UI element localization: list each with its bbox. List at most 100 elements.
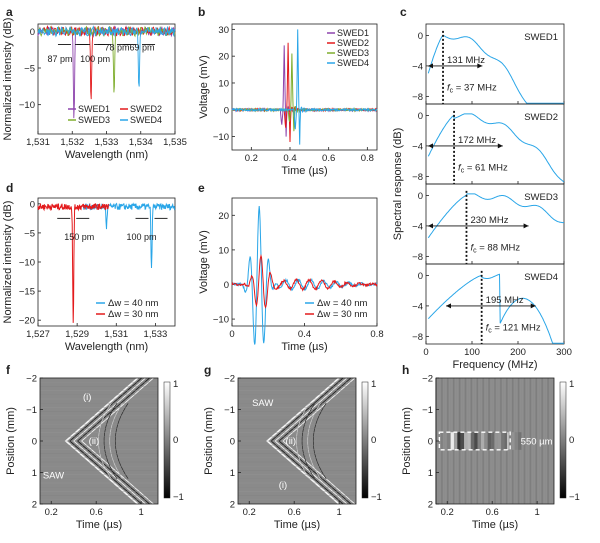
- subplot-title: SWED3: [524, 192, 558, 203]
- bandwidth-label: 195 MHz: [486, 295, 524, 306]
- y-tick-label: −15: [19, 287, 35, 298]
- colorbar-tick-label: 1: [173, 379, 178, 390]
- y-axis-label: Position (mm): [5, 407, 17, 475]
- heatmap-cell: [457, 432, 461, 450]
- center-frequency-label: fc = 121 MHz: [486, 322, 541, 334]
- y-tick-label: 0: [30, 199, 35, 210]
- fc-value: = 88 MHz: [477, 242, 521, 253]
- y-tick-label: −5: [24, 228, 35, 239]
- panel-label-e: e: [198, 181, 205, 195]
- x-tick-label: 0.8: [370, 329, 383, 340]
- y-tick-label: −2: [422, 374, 433, 385]
- heatmap-cell: [450, 432, 454, 450]
- x-tick-label: 0.2: [441, 507, 454, 518]
- y-tick-label: 10: [218, 245, 229, 256]
- x-axis-label: Time (µs): [274, 519, 320, 531]
- arrowhead: [428, 63, 433, 69]
- colorbar-tick-label: 0: [569, 435, 574, 446]
- bandwidth-label: 172 MHz: [458, 135, 496, 146]
- fc-subscript: c: [473, 247, 477, 254]
- panel-label-a: a: [6, 5, 13, 19]
- colorbar-tick-label: −1: [173, 492, 184, 503]
- fc-subscript: c: [450, 87, 454, 94]
- x-axis-label: Time (µs): [472, 519, 518, 531]
- series-line-SWED4: [37, 25, 176, 87]
- y-tick-label: 0: [428, 437, 433, 448]
- series-line-SWED2: [427, 113, 565, 183]
- bandwidth-label: 230 MHz: [470, 215, 508, 226]
- x-axis-label: Time (µs): [281, 341, 327, 353]
- series-line-SWED3: [427, 193, 564, 239]
- fc-subscript: c: [488, 327, 492, 334]
- heatmap-cell: [447, 432, 451, 450]
- fc-value: = 121 MHz: [492, 322, 541, 333]
- colorbar: [163, 381, 171, 499]
- colorbar-tick-label: 1: [569, 379, 574, 390]
- annotation-label: SAW: [43, 471, 64, 482]
- y-tick-label: −4: [412, 301, 423, 312]
- y-tick-label: 0: [224, 280, 229, 291]
- y-tick-label: −10: [213, 132, 229, 143]
- legend-label: SWED2: [130, 104, 162, 114]
- x-tick-label: 0.6: [288, 507, 301, 518]
- x-axis-label: Wavelength (nm): [65, 149, 148, 161]
- y-tick-label: 0: [418, 31, 423, 42]
- y-tick-label: 2: [32, 500, 37, 511]
- arrowhead: [530, 303, 536, 309]
- annotation-label: SAW: [252, 398, 273, 409]
- legend-label: SWED3: [78, 115, 110, 125]
- x-axis-label: Time (µs): [76, 519, 122, 531]
- y-axis-label: Position (mm): [203, 407, 215, 475]
- y-tick-label: −2: [26, 374, 37, 385]
- y-tick-label: −1: [26, 405, 37, 416]
- heatmap-cell: [487, 432, 492, 450]
- x-tick-label: 0.6: [322, 153, 335, 164]
- region-outline: [438, 431, 511, 451]
- arrowhead: [446, 303, 452, 309]
- x-tick-label: 0.4: [283, 153, 296, 164]
- legend-label: Δw = 40 nm: [108, 298, 159, 309]
- center-frequency-label: fc = 37 MHz: [447, 82, 497, 94]
- panel-label-h: h: [402, 363, 409, 377]
- heatmap-cell: [464, 432, 468, 450]
- x-tick-label: 1,531: [104, 329, 128, 340]
- series-line-SWED1: [427, 34, 564, 104]
- series-line-Δw = 30 nm: [231, 254, 378, 309]
- y-axis-label: Normalized intensity (dB): [2, 18, 14, 141]
- x-tick-label: 1,533: [144, 329, 168, 340]
- heatmap-cell: [467, 432, 471, 450]
- y-axis-label: Position (mm): [401, 407, 413, 475]
- y-tick-label: 1: [230, 468, 235, 479]
- panel-h: 550 µm 0.2 0.6 1 −2 −1 0 1 2 1 0 −1 Time (µs) Positio…: [401, 374, 580, 532]
- annotation-label: 78 pm: [105, 42, 130, 52]
- annotation-label: 69 pm: [130, 42, 155, 52]
- y-tick-label: 0: [418, 271, 423, 282]
- y-tick-label: 0: [30, 27, 35, 38]
- y-tick-label: 0: [230, 437, 235, 448]
- colorbar-tick-label: −1: [569, 492, 580, 503]
- y-axis-label: Spectral response (dB): [392, 128, 404, 241]
- legend-label: SWED4: [130, 115, 162, 125]
- y-tick-label: −4: [412, 221, 423, 232]
- axes-frame: [425, 263, 565, 345]
- panel-label-f: f: [6, 363, 11, 377]
- panel-g: 0.2 0.6 1 −2 −1 0 1 2 SAW (ii) (i) 1 0 −1 Time (µs) Pos…: [203, 374, 382, 532]
- x-tick-label: 1,533: [95, 137, 119, 148]
- panel-label-b: b: [198, 5, 205, 19]
- y-axis-label: Normalized intensity (dB): [2, 201, 14, 324]
- x-tick-label: 1,527: [26, 329, 50, 340]
- heatmap-cell: [504, 432, 508, 450]
- annotation-label: (i): [83, 392, 91, 403]
- y-tick-label: 1: [32, 468, 37, 479]
- fc-symbol: f: [458, 162, 462, 173]
- x-tick-label: 0.6: [90, 507, 103, 518]
- y-tick-label: −4: [412, 141, 423, 152]
- arrowhead: [477, 63, 483, 69]
- bandwidth-label: 131 MHz: [447, 55, 485, 66]
- heatmap-cell: [477, 432, 481, 450]
- series-line-Δw = 30 nm: [37, 202, 109, 323]
- axes-frame: [231, 23, 378, 151]
- panel-d: 1,527 1,529 1,531 1,533 0 −5 −10 −15 −20 150 pm 10…: [2, 197, 176, 353]
